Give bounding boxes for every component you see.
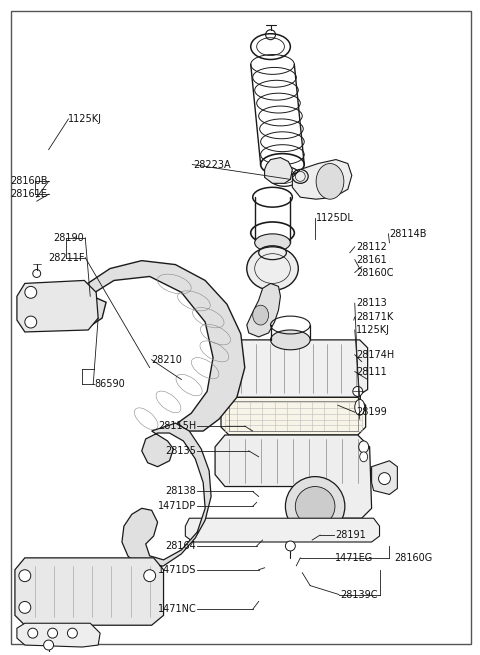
- Text: 28211F: 28211F: [48, 253, 84, 263]
- Polygon shape: [221, 398, 366, 435]
- Bar: [229, 402, 358, 431]
- Ellipse shape: [247, 247, 298, 290]
- Text: 1125KJ: 1125KJ: [356, 325, 390, 335]
- Ellipse shape: [19, 570, 31, 582]
- Text: 28161: 28161: [356, 255, 386, 265]
- Text: 28113: 28113: [356, 298, 386, 309]
- Text: 28174H: 28174H: [356, 350, 394, 360]
- Polygon shape: [17, 624, 100, 647]
- Ellipse shape: [265, 29, 276, 40]
- Ellipse shape: [360, 452, 368, 462]
- Text: 28199: 28199: [356, 407, 386, 417]
- Text: 28111: 28111: [356, 367, 386, 377]
- Text: 1471EG: 1471EG: [335, 553, 373, 563]
- Ellipse shape: [25, 316, 37, 328]
- Text: 1471DP: 1471DP: [158, 501, 196, 512]
- Text: 28112: 28112: [356, 242, 386, 252]
- Text: 28139C: 28139C: [340, 590, 377, 599]
- Ellipse shape: [252, 305, 269, 325]
- Ellipse shape: [67, 628, 77, 638]
- Polygon shape: [122, 423, 211, 570]
- Ellipse shape: [33, 270, 41, 278]
- Text: 28115H: 28115H: [158, 421, 196, 431]
- Text: 28160C: 28160C: [356, 267, 393, 278]
- Ellipse shape: [19, 601, 31, 613]
- Text: 28223A: 28223A: [193, 160, 231, 170]
- Polygon shape: [17, 280, 98, 332]
- Ellipse shape: [379, 473, 390, 485]
- Ellipse shape: [144, 570, 156, 582]
- Ellipse shape: [28, 628, 38, 638]
- Text: 28160B: 28160B: [10, 176, 48, 187]
- Ellipse shape: [255, 234, 290, 252]
- Text: 28191: 28191: [335, 530, 366, 540]
- Text: 28161E: 28161E: [11, 189, 48, 199]
- Text: 28164: 28164: [166, 541, 196, 551]
- Text: 28210: 28210: [152, 355, 182, 365]
- Text: 86590: 86590: [94, 379, 125, 390]
- Ellipse shape: [295, 487, 335, 526]
- Ellipse shape: [286, 541, 295, 551]
- Ellipse shape: [353, 386, 363, 396]
- Ellipse shape: [271, 330, 310, 350]
- Text: 28135: 28135: [166, 446, 196, 456]
- Ellipse shape: [316, 164, 344, 199]
- Polygon shape: [372, 460, 397, 495]
- Polygon shape: [292, 160, 352, 199]
- Text: 1125DL: 1125DL: [316, 213, 354, 223]
- Text: 28114B: 28114B: [389, 229, 427, 239]
- Polygon shape: [78, 261, 245, 431]
- Polygon shape: [288, 392, 346, 413]
- Text: 28171K: 28171K: [356, 312, 393, 322]
- Text: 28190: 28190: [54, 233, 84, 243]
- Text: 1471DS: 1471DS: [158, 565, 196, 574]
- Ellipse shape: [359, 441, 369, 453]
- Polygon shape: [264, 158, 292, 183]
- Text: 28138: 28138: [166, 487, 196, 496]
- Polygon shape: [247, 284, 280, 337]
- Ellipse shape: [48, 628, 58, 638]
- Polygon shape: [15, 558, 164, 626]
- Text: 1125KJ: 1125KJ: [69, 114, 102, 124]
- Ellipse shape: [286, 477, 345, 536]
- Text: 1471NC: 1471NC: [157, 605, 196, 614]
- Text: 28160G: 28160G: [395, 553, 432, 563]
- Polygon shape: [185, 518, 380, 542]
- Ellipse shape: [355, 400, 365, 415]
- Polygon shape: [215, 435, 372, 518]
- Ellipse shape: [25, 286, 37, 298]
- Polygon shape: [215, 340, 368, 398]
- Ellipse shape: [44, 640, 54, 650]
